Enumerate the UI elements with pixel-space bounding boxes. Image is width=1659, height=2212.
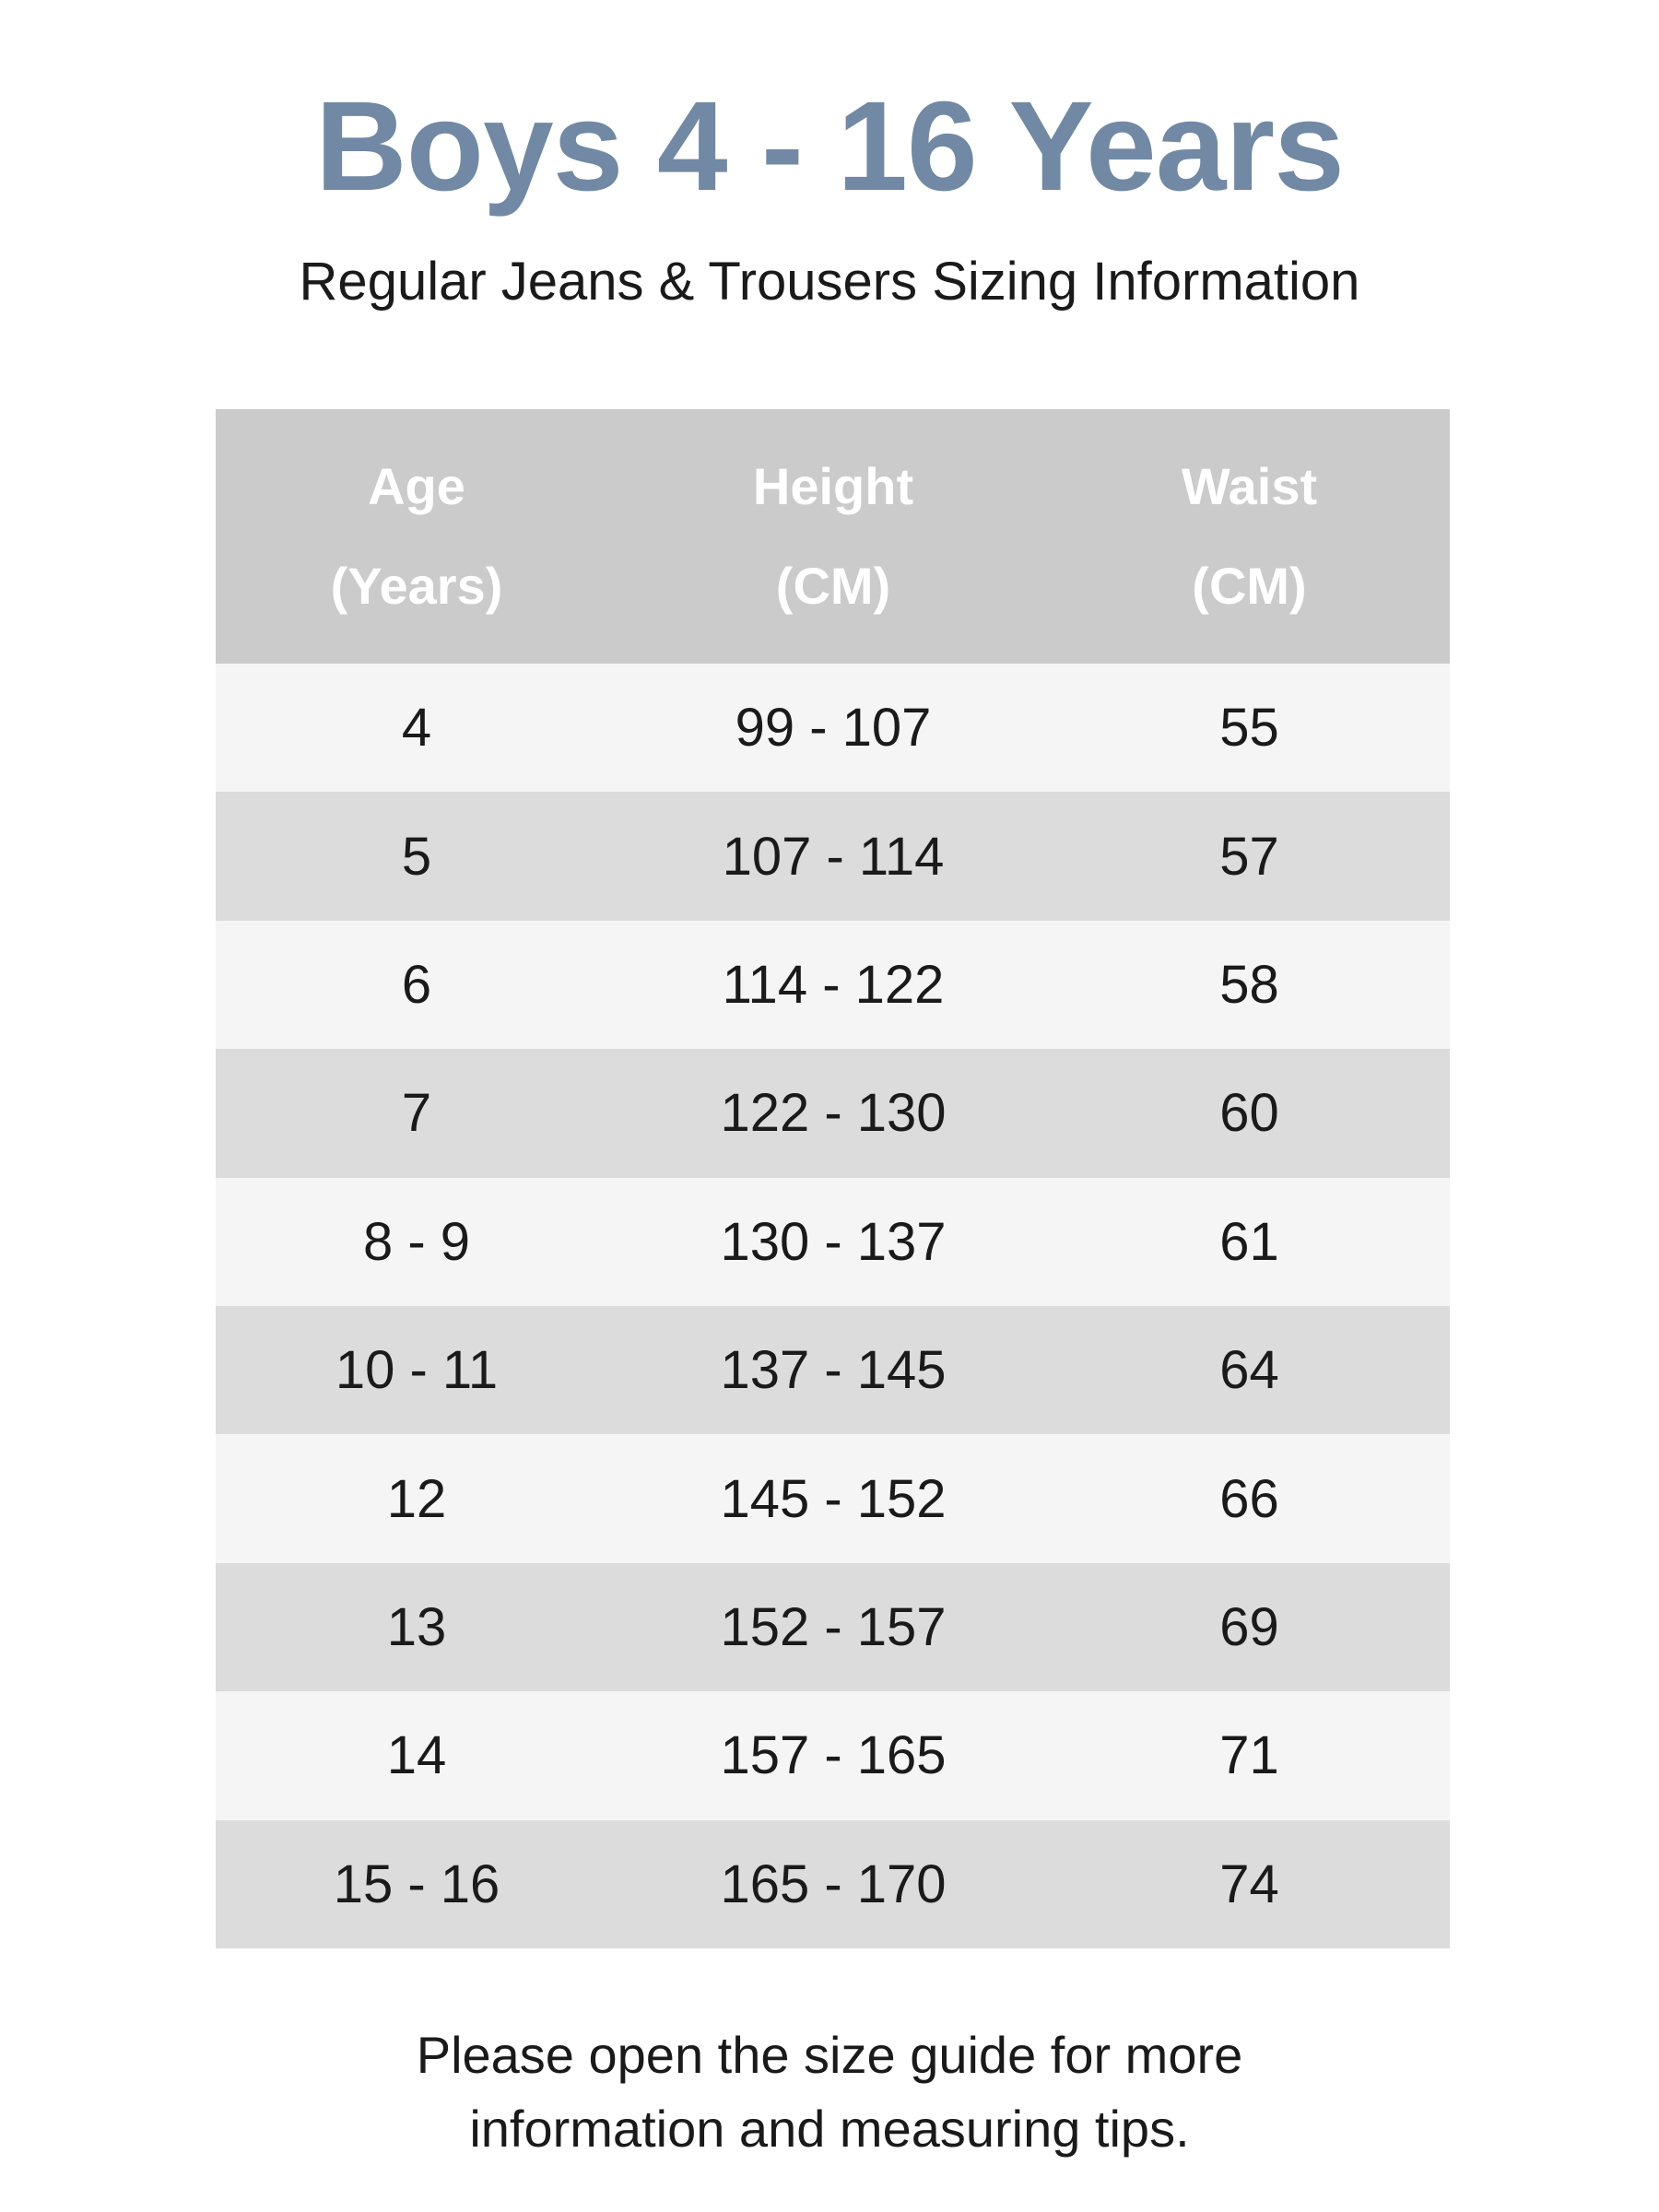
table-row: 4 99 - 107 55 (216, 664, 1450, 793)
table-row: 5 107 - 114 57 (216, 792, 1450, 921)
table-row: 8 - 9 130 - 137 61 (216, 1177, 1450, 1306)
page-title: Boys 4 - 16 Years (315, 76, 1345, 218)
table-row: 12 145 - 152 66 (216, 1434, 1450, 1563)
waist-cell: 64 (1219, 1340, 1279, 1401)
waist-cell: 74 (1219, 1853, 1279, 1914)
age-cell: 12 (386, 1468, 447, 1529)
height-cell: 137 - 145 (720, 1340, 947, 1401)
table-row: 10 - 11 137 - 145 64 (216, 1305, 1450, 1435)
height-cell: 157 - 165 (720, 1725, 947, 1786)
age-cell: 8 - 9 (362, 1211, 471, 1272)
waist-cell: 58 (1219, 954, 1279, 1015)
age-cell: 6 (401, 954, 432, 1015)
height-cell: 165 - 170 (720, 1853, 947, 1914)
height-cell: 130 - 137 (720, 1211, 947, 1272)
page-subtitle: Regular Jeans & Trousers Sizing Informat… (299, 252, 1360, 312)
size-table: Age (Years) Height (CM) Waist (CM) 4 99 - 10… (216, 409, 1450, 1948)
height-cell: 122 - 130 (720, 1083, 947, 1144)
table-row: 6 114 - 122 58 (216, 920, 1450, 1050)
height-cell: 145 - 152 (720, 1468, 947, 1529)
age-cell: 4 (401, 698, 432, 759)
height-cell: 152 - 157 (720, 1596, 947, 1657)
table-row: 13 152 - 157 69 (216, 1562, 1450, 1692)
age-cell: 13 (386, 1596, 447, 1657)
header-waist: Waist (CM) (1181, 457, 1318, 615)
header-height: Height (CM) (752, 457, 914, 615)
age-cell: 7 (401, 1083, 432, 1144)
waist-cell: 60 (1219, 1083, 1279, 1144)
age-cell: 10 - 11 (335, 1340, 499, 1401)
table-row: 15 - 16 165 - 170 74 (216, 1819, 1450, 1948)
table-header: Age (Years) Height (CM) Waist (CM) (216, 409, 1450, 664)
waist-cell: 55 (1219, 698, 1279, 759)
footer-note: Please open the size guide for more info… (416, 2026, 1243, 2158)
waist-cell: 69 (1219, 1596, 1279, 1657)
header-age: Age (Years) (330, 457, 503, 615)
age-cell: 5 (401, 826, 432, 887)
waist-cell: 61 (1219, 1211, 1279, 1272)
age-cell: 14 (386, 1725, 447, 1786)
height-cell: 114 - 122 (722, 954, 945, 1015)
waist-cell: 57 (1219, 826, 1279, 887)
waist-cell: 71 (1219, 1725, 1279, 1786)
table-row: 14 157 - 165 71 (216, 1691, 1450, 1820)
waist-cell: 66 (1219, 1468, 1279, 1529)
height-cell: 99 - 107 (735, 698, 932, 759)
table-row: 7 122 - 130 60 (216, 1049, 1450, 1178)
age-cell: 15 - 16 (333, 1853, 500, 1914)
height-cell: 107 - 114 (722, 826, 945, 887)
